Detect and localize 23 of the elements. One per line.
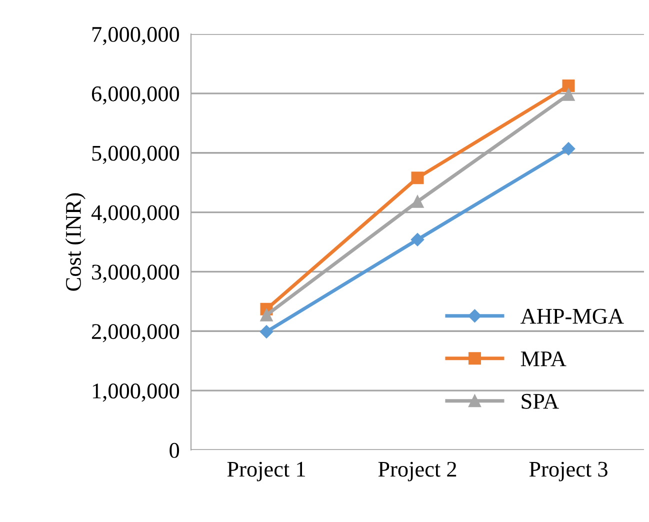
y-tick-label: 2,000,000 [92,324,180,342]
point [411,172,424,184]
legend-label: MPA [520,351,566,366]
y-tick-label: 5,000,000 [92,146,180,164]
y-tick-label: 1,000,000 [92,384,180,402]
y-tick-label: 0 [170,442,180,458]
x-tick-label: Project 3 [529,462,608,482]
legend-label: SPA [522,394,559,409]
point [410,233,424,246]
point [562,142,576,156]
y-tick-label: 3,000,000 [92,264,180,283]
y-tick-label: 7,000,000 [92,26,180,46]
y-tick-label: 6,000,000 [92,86,180,105]
point [411,195,424,208]
y-tick-label: 4,000,000 [91,205,180,224]
point [562,88,575,101]
legend-label: AHP-MGA [520,308,624,324]
y-axis-title: Cost (INR) [65,193,86,291]
point [260,325,274,338]
point [260,308,273,322]
x-tick-label: Project 1 [227,462,305,482]
point [562,79,575,92]
x-tick-label: Project 2 [378,462,456,482]
